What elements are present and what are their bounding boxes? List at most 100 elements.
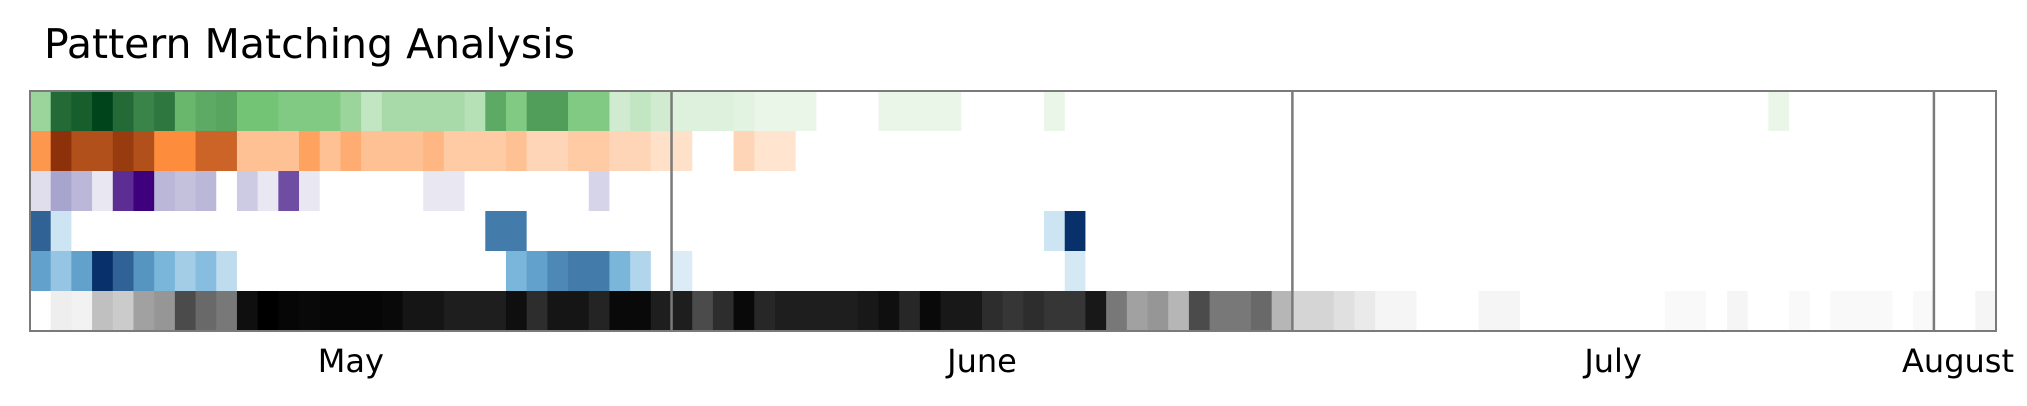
heatmap-cell (195, 251, 217, 292)
heatmap-cell (609, 131, 631, 172)
heatmap-cell (71, 91, 93, 132)
heatmap-cell (981, 291, 1004, 332)
heatmap-cell (1250, 91, 1273, 132)
heatmap-cell (857, 211, 880, 252)
heatmap-cell (299, 211, 321, 252)
heatmap-cell (526, 131, 548, 172)
heatmap-cell (71, 291, 93, 332)
heatmap-cell (547, 171, 569, 212)
heatmap-cell (1375, 251, 1397, 292)
heatmap-cell (961, 91, 983, 132)
heatmap-cell (1975, 211, 1997, 252)
heatmap-cell (1789, 131, 1811, 172)
heatmap-cell (154, 291, 176, 332)
heatmap-cell (1437, 291, 1459, 332)
heatmap-cell (568, 251, 590, 292)
heatmap-cell (1023, 131, 1045, 172)
heatmap-cell (1209, 291, 1231, 332)
heatmap-cell (257, 291, 279, 332)
heatmap-cell (712, 131, 735, 172)
heatmap-cell (257, 91, 279, 132)
heatmap-cell (1044, 211, 1066, 252)
heatmap-cell (878, 291, 900, 332)
heatmap-cell (1292, 211, 1314, 252)
heatmap-cell (402, 131, 424, 172)
heatmap-cell (154, 131, 176, 172)
heatmap-cell (92, 291, 114, 332)
heatmap-cell (1871, 211, 1894, 252)
heatmap-cell (381, 131, 404, 172)
heatmap-cell (899, 211, 921, 252)
heatmap-cell (319, 131, 342, 172)
heatmap-cell (216, 211, 238, 252)
heatmap-cell (1375, 91, 1397, 132)
heatmap-cell (754, 91, 776, 132)
heatmap-cell (1851, 171, 1873, 212)
heatmap-cell (1313, 211, 1335, 252)
heatmap-cell (195, 211, 217, 252)
heatmap-cell (1582, 131, 1604, 172)
heatmap-cell (361, 91, 383, 132)
heatmap-cell (1871, 171, 1894, 212)
heatmap-cell (50, 251, 72, 292)
heatmap-cell (1602, 251, 1625, 292)
heatmap-cell (1706, 291, 1728, 332)
heatmap-cell (30, 91, 52, 132)
heatmap-cell (361, 171, 383, 212)
heatmap-cell (547, 91, 569, 132)
heatmap-cell (1561, 131, 1583, 172)
heatmap-cell (505, 91, 528, 132)
heatmap-cell (1106, 251, 1128, 292)
heatmap-cell (981, 131, 1004, 172)
heatmap-cell (50, 131, 72, 172)
heatmap-cell (1250, 171, 1273, 212)
heatmap-cell (1354, 251, 1376, 292)
heatmap-cell (1602, 211, 1625, 252)
heatmap-cell (1126, 171, 1149, 212)
heatmap-cell (650, 131, 673, 172)
heatmap-cell (340, 171, 362, 212)
heatmap-cell (485, 211, 507, 252)
heatmap-cell (1416, 211, 1438, 252)
heatmap-cell (795, 171, 817, 212)
heatmap-cell (1520, 211, 1542, 252)
heatmap-cell (1002, 291, 1024, 332)
heatmap-cell (1892, 91, 1914, 132)
heatmap-cell (1044, 131, 1066, 172)
heatmap-cell (671, 211, 693, 252)
heatmap-cell (1064, 91, 1087, 132)
heatmap-cell (154, 171, 176, 212)
heatmap-cell (1706, 211, 1728, 252)
heatmap-cell (837, 131, 859, 172)
heatmap-cell (1499, 251, 1521, 292)
heatmap-cell (1706, 251, 1728, 292)
heatmap-cell (381, 251, 404, 292)
heatmap-cell (671, 131, 693, 172)
heatmap-cell (1126, 291, 1149, 332)
heatmap-cell (381, 211, 404, 252)
heatmap-cell (1520, 131, 1542, 172)
heatmap-cell (816, 91, 838, 132)
heatmap-cell (299, 131, 321, 172)
heatmap-cell (1333, 131, 1356, 172)
heatmap-cell (1292, 131, 1314, 172)
heatmap-cell (1851, 211, 1873, 252)
heatmap-cell (1851, 251, 1873, 292)
heatmap-cell (1540, 291, 1563, 332)
heatmap-cell (650, 211, 673, 252)
heatmap-cell (1168, 171, 1190, 212)
heatmap-cell (505, 291, 528, 332)
heatmap-cell (526, 171, 548, 212)
heatmap-cell (712, 251, 735, 292)
heatmap-cell (443, 171, 466, 212)
heatmap-cell (1168, 131, 1190, 172)
heatmap-cell (1230, 171, 1252, 212)
heatmap-cell (1644, 171, 1666, 212)
heatmap-cell (423, 171, 445, 212)
heatmap-cell (1540, 251, 1563, 292)
heatmap-cell (733, 211, 755, 252)
heatmap-cell (1809, 91, 1832, 132)
heatmap-cell (1975, 291, 1997, 332)
month-label-july: July (1582, 342, 1642, 380)
heatmap-cell (650, 291, 673, 332)
